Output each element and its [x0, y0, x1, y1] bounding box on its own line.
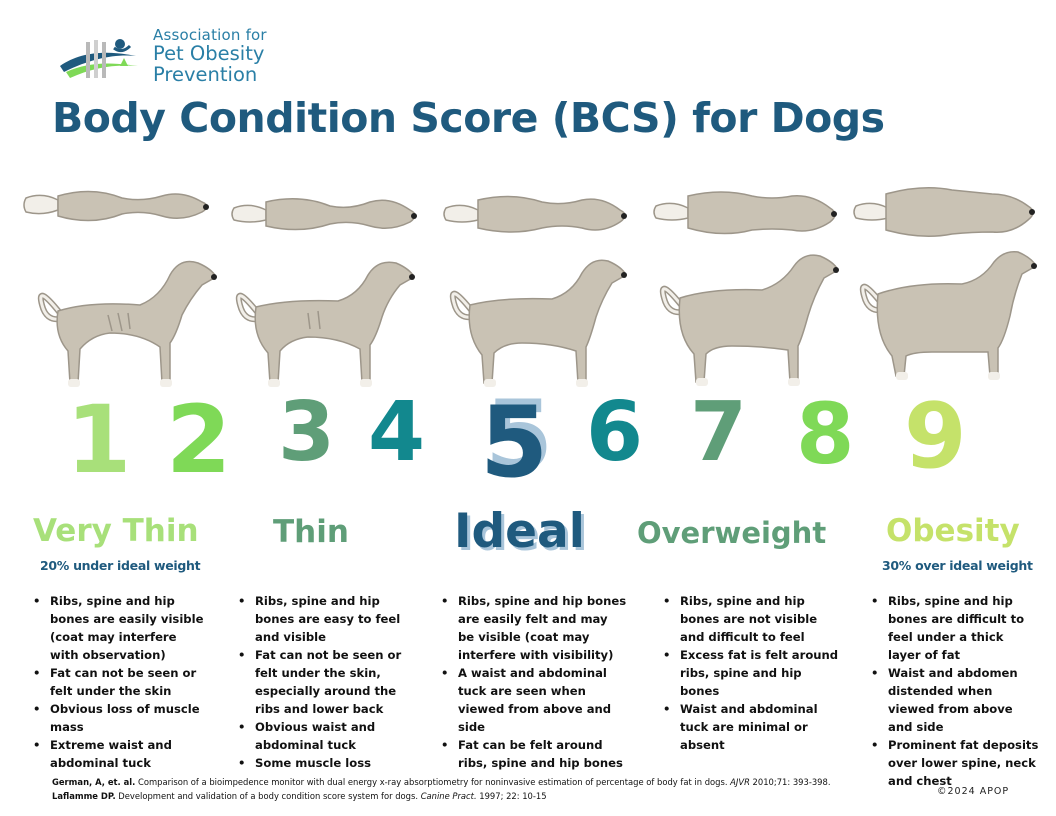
dog-top-view-2: [231, 198, 417, 231]
dog-top-view-4: [653, 191, 837, 235]
obesity-subtitle: 30% over ideal weight: [882, 558, 1033, 573]
thin-description: Ribs, spine and hip bones are easy to fe…: [238, 592, 404, 772]
category-obesity: Obesity: [886, 513, 1020, 549]
category-very-thin: Very Thin: [33, 513, 199, 549]
list-item: Excess fat is felt around ribs, spine an…: [663, 646, 839, 700]
overweight-description: Ribs, spine and hip bones are not visibl…: [663, 592, 839, 754]
logo-line-1: Association for: [153, 26, 267, 44]
list-item: Fat can not be seen or felt under the sk…: [33, 664, 205, 700]
score-5: 5: [480, 386, 549, 500]
category-ideal: Ideal: [454, 504, 585, 559]
list-item: Ribs, spine and hip bones are not visibl…: [663, 592, 839, 646]
dog-side-view-2: [235, 261, 415, 387]
list-item: A waist and abdominal tuck are seen when…: [441, 664, 627, 736]
dog-top-view-1: [23, 190, 209, 222]
page-title: Body Condition Score (BCS) for Dogs: [52, 94, 885, 142]
obesity-description: Ribs, spine and hip bones are difficult …: [871, 592, 1039, 790]
reference-2: Laflamme DP. Development and validation …: [52, 791, 547, 801]
category-overweight: Overweight: [637, 516, 827, 550]
category-thin: Thin: [273, 514, 349, 550]
list-item: Obvious waist and abdominal tuck: [238, 718, 404, 754]
very-thin-subtitle: 20% under ideal weight: [40, 558, 201, 573]
list-item: Extreme waist and abdominal tuck: [33, 736, 205, 772]
list-item: Some muscle loss: [238, 754, 404, 772]
score-3: 3: [278, 385, 336, 480]
dog-side-view-3: [449, 259, 627, 387]
very-thin-description: Ribs, spine and hip bones are easily vis…: [33, 592, 205, 772]
list-item: Ribs, spine and hip bones are easily vis…: [33, 592, 205, 664]
score-1: 1: [66, 386, 132, 495]
list-item: Ribs, spine and hip bones are difficult …: [871, 592, 1039, 664]
copyright: ©2024 APOP: [937, 786, 1010, 797]
dog-top-view-5: [853, 187, 1035, 237]
list-item: Ribs, spine and hip bones are easily fel…: [441, 592, 627, 664]
reference-1: German, A, et. al. Comparison of a bioim…: [52, 777, 831, 787]
list-item: Fat can be felt around ribs, spine and h…: [441, 736, 627, 772]
list-item: Prominent fat deposits over lower spine,…: [871, 736, 1039, 790]
apop-logo: Association for Pet Obesity Prevention: [58, 28, 298, 86]
references: German, A, et. al. Comparison of a bioim…: [52, 775, 830, 803]
list-item: Fat can not be seen or felt under the sk…: [238, 646, 404, 718]
score-8: 8: [796, 385, 855, 483]
logo-emblem-icon: [60, 39, 138, 78]
score-9: 9: [904, 384, 967, 489]
list-item: Waist and abdomen distended when viewed …: [871, 664, 1039, 736]
logo-line-2: Pet Obesity: [153, 42, 265, 65]
dog-side-view-4: [659, 254, 839, 386]
score-7: 7: [690, 385, 748, 480]
score-2: 2: [166, 386, 232, 495]
score-6: 6: [586, 385, 644, 480]
dog-side-view-1: [37, 260, 217, 387]
list-item: Waist and abdominal tuck are minimal or …: [663, 700, 839, 754]
list-item: Obvious loss of muscle mass: [33, 700, 205, 736]
dog-side-view-5: [859, 250, 1037, 380]
ideal-description: Ribs, spine and hip bones are easily fel…: [441, 592, 627, 772]
dog-top-view-3: [443, 195, 627, 233]
score-4: 4: [368, 385, 426, 480]
logo-line-3: Prevention: [153, 62, 258, 86]
list-item: Ribs, spine and hip bones are easy to fe…: [238, 592, 404, 646]
